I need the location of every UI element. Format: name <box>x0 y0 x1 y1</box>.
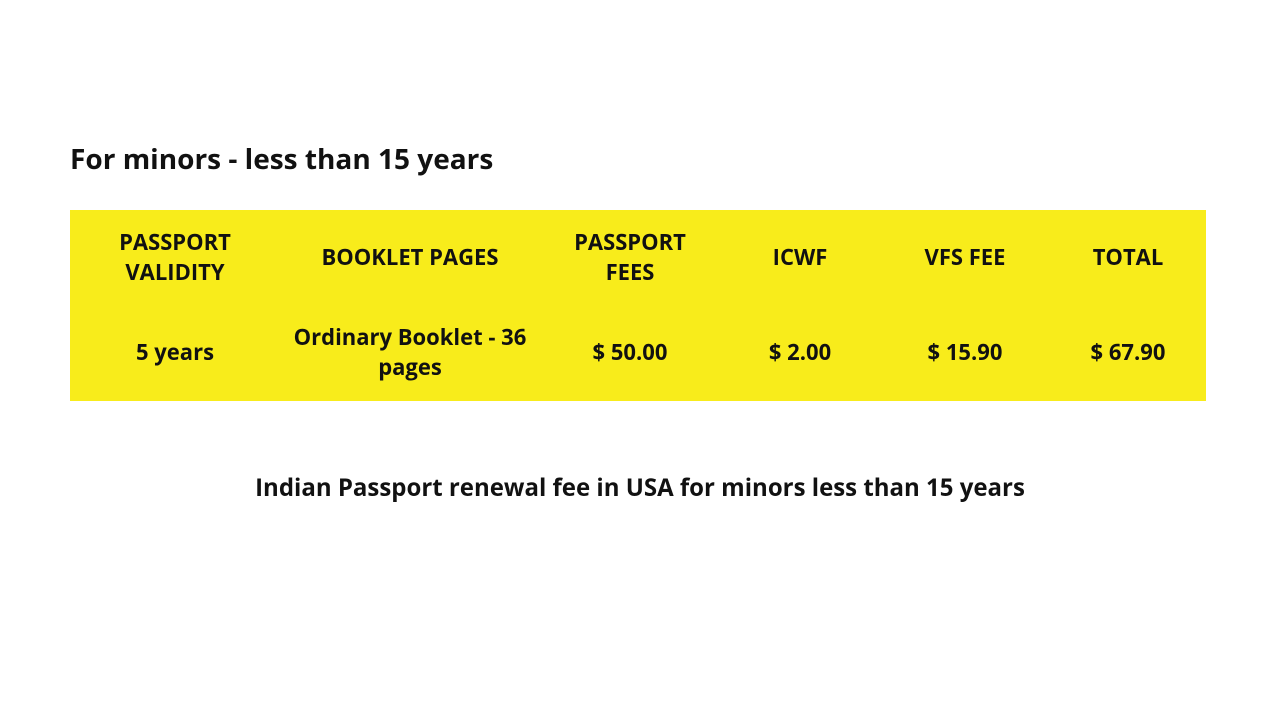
section-title: For minors - less than 15 years <box>70 140 1210 178</box>
table-header-row: PASSPORT VALIDITY BOOKLET PAGES PASSPORT… <box>70 210 1206 305</box>
cell-vfs: $ 15.90 <box>880 305 1050 400</box>
col-header-icwf: ICWF <box>720 210 880 305</box>
cell-validity: 5 years <box>70 305 280 400</box>
content-container: For minors - less than 15 years PASSPORT… <box>0 0 1280 504</box>
cell-icwf: $ 2.00 <box>720 305 880 400</box>
fee-table: PASSPORT VALIDITY BOOKLET PAGES PASSPORT… <box>70 210 1206 401</box>
table-body: 5 years Ordinary Booklet - 36 pages $ 50… <box>70 305 1206 400</box>
table-row: 5 years Ordinary Booklet - 36 pages $ 50… <box>70 305 1206 400</box>
col-header-fees: PASSPORT FEES <box>540 210 720 305</box>
cell-booklet: Ordinary Booklet - 36 pages <box>280 305 540 400</box>
cell-total: $ 67.90 <box>1050 305 1206 400</box>
cell-fees: $ 50.00 <box>540 305 720 400</box>
col-header-validity: PASSPORT VALIDITY <box>70 210 280 305</box>
col-header-booklet: BOOKLET PAGES <box>280 210 540 305</box>
table-header: PASSPORT VALIDITY BOOKLET PAGES PASSPORT… <box>70 210 1206 305</box>
col-header-total: TOTAL <box>1050 210 1206 305</box>
col-header-vfs: VFS FEE <box>880 210 1050 305</box>
table-caption: Indian Passport renewal fee in USA for m… <box>70 471 1210 504</box>
